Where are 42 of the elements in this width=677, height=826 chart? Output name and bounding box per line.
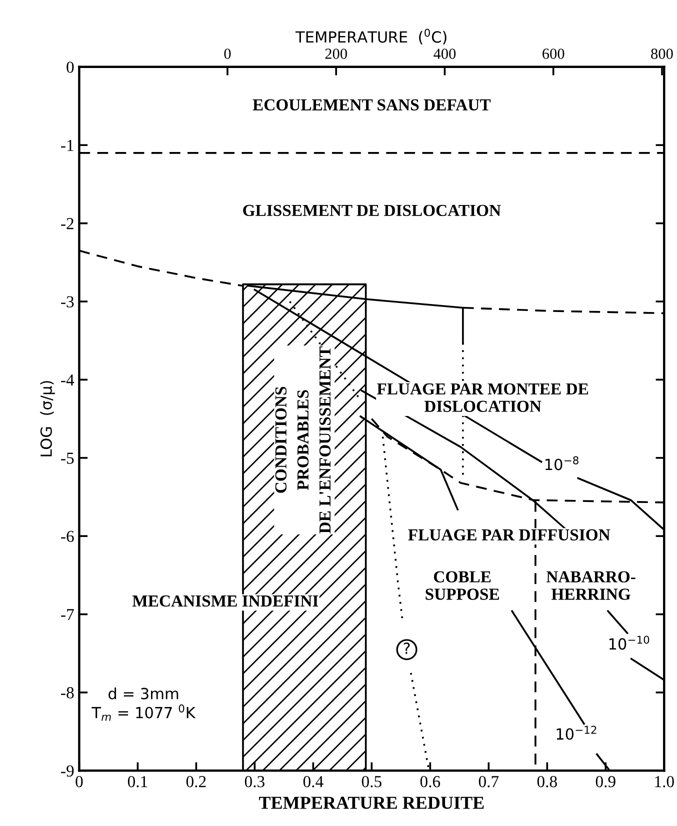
x2-tick-label: 0 [224, 48, 231, 59]
y-tick-label: -1 [61, 140, 74, 151]
y-tick-label: -8 [61, 687, 74, 698]
annotation: FLUAGE PAR MONTEE DE DISLOCATION [376, 383, 588, 412]
x-tick-label: 0.5 [362, 776, 382, 788]
annotation: MECANISME INDEFINI [132, 595, 318, 607]
annotation: FLUAGE PAR DIFFUSION [408, 529, 610, 540]
annotation: 10$^{−8}$ [546, 456, 578, 470]
y-tick-label: -4 [61, 374, 74, 386]
x-tick-label: 0.1 [128, 776, 148, 788]
x-tick-label: 0 [76, 776, 83, 788]
annotation: 10$^{−10}$ [609, 636, 650, 650]
x-tick-label: 0.3 [244, 776, 264, 788]
y-tick-label: -7 [61, 609, 74, 620]
annotation: CONDITIONS PROBABLES DE L'ENFOUISSEMENT [275, 346, 331, 534]
annotation: ? [404, 642, 410, 654]
annotation: d = 3mm T$_{m}$ = 1077 $^{0}$K [92, 688, 196, 721]
annotation: COBLE SUPPOSE [426, 571, 499, 600]
x2-tick-label: 200 [325, 48, 347, 59]
x2-tick-label: 400 [434, 48, 456, 59]
x2-axis-title: TEMPERATURE ($^{0}$C) [295, 28, 446, 45]
x-tick-label: 0.4 [303, 776, 324, 788]
x-tick-label: 1.0 [655, 776, 674, 788]
y-tick-label: -6 [61, 530, 74, 542]
annotation: GLISSEMENT DE DISLOCATION [243, 204, 501, 216]
x-tick-label: 0.2 [186, 776, 206, 788]
y-axis-title: LOG (σ/μ) [40, 381, 55, 456]
x-tick-label: 0.9 [596, 776, 616, 788]
y-tick-label: -5 [61, 452, 74, 464]
annotation: ECOULEMENT SANS DEFAUT [252, 99, 491, 110]
x2-tick-label: 800 [651, 48, 673, 59]
y-tick-label: -9 [61, 765, 74, 777]
x-tick-label: 0.6 [420, 776, 440, 788]
x-tick-label: 0.8 [537, 776, 557, 788]
annotation: 10$^{−12}$ [556, 726, 596, 740]
x2-tick-label: 600 [542, 48, 564, 59]
x-tick-label: 0.7 [478, 776, 499, 788]
y-tick-label: -3 [61, 296, 74, 308]
x-axis-title: TEMPERATURE REDUITE [259, 796, 484, 809]
annotation: NABARRO- HERRING [546, 571, 636, 600]
y-tick-label: 0 [66, 62, 74, 73]
y-tick-label: -2 [61, 218, 74, 230]
